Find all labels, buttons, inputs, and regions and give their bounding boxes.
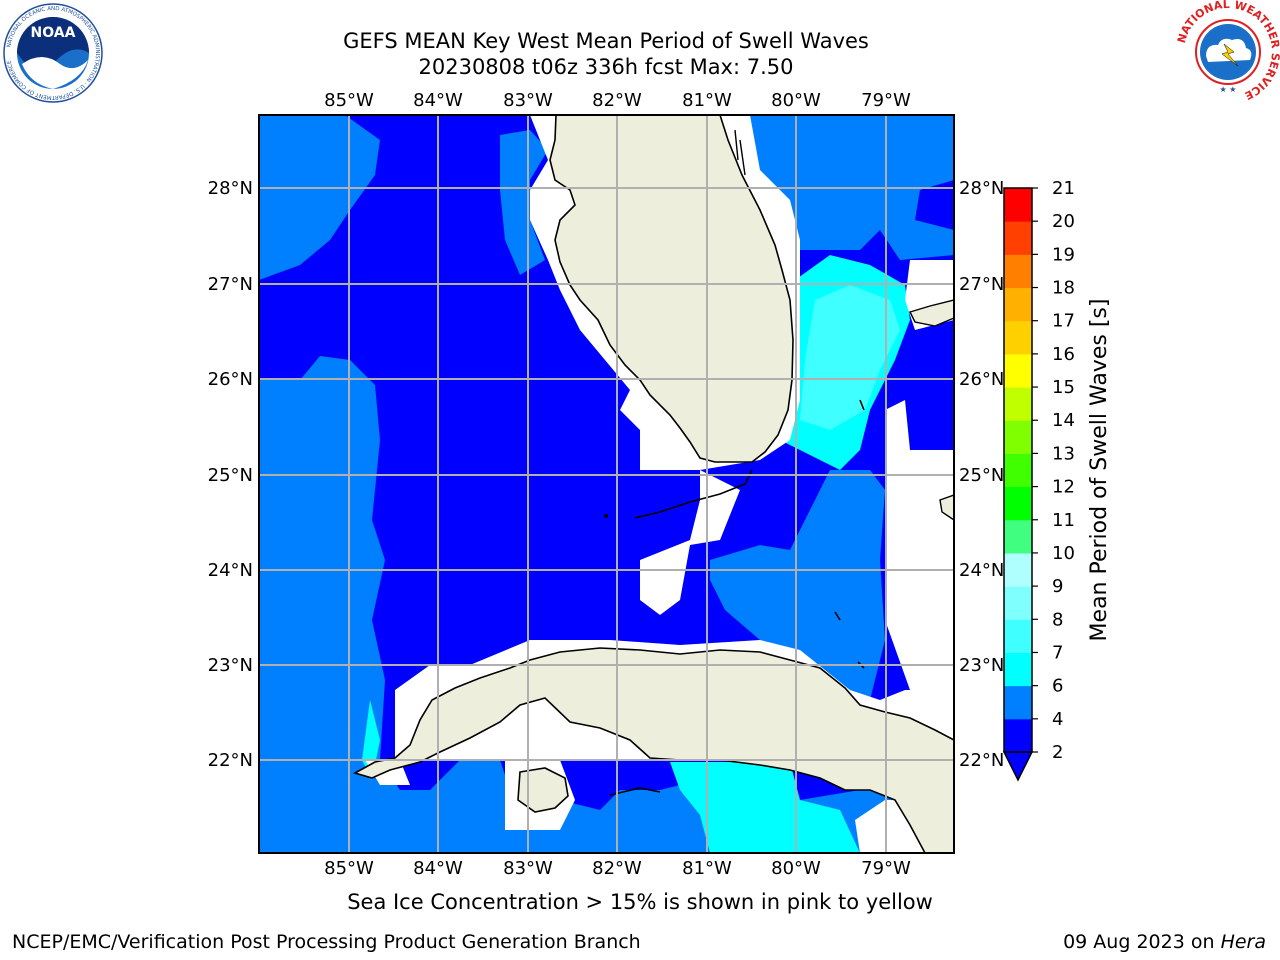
colorbar-segment (1004, 287, 1032, 322)
colorbar-segment (1004, 586, 1032, 620)
svg-text:★ ★: ★ ★ (1220, 85, 1237, 94)
lon-label: 85°W (324, 858, 374, 879)
colorbar-segment (1004, 387, 1032, 421)
colorbar-tick-label: 19 (1052, 244, 1075, 265)
colorbar-tick-label: 11 (1052, 510, 1075, 531)
colorbar-tick-label: 20 (1052, 211, 1075, 232)
run-date: 09 Aug 2023 on Hera (1063, 931, 1266, 953)
colorbar-tick-label: 13 (1052, 443, 1075, 464)
lat-label: 28°N (959, 178, 1004, 199)
colorbar-segment (1004, 420, 1032, 454)
lat-label: 22°N (208, 750, 253, 771)
map-subtitle: 20230808 t06z 336h fcst Max: 7.50 (418, 55, 794, 79)
map-frame (258, 114, 955, 854)
run-date-text: 09 Aug 2023 on (1063, 931, 1215, 953)
lat-label: 27°N (959, 274, 1004, 295)
map-plot-area (259, 115, 954, 853)
lon-label: 81°W (682, 858, 732, 879)
cuba-land (352, 647, 954, 853)
swell-field-7-8s (800, 285, 900, 430)
lon-label: 84°W (413, 858, 463, 879)
colorbar-tick-label: 4 (1052, 709, 1063, 730)
lat-label: 26°N (959, 369, 1004, 390)
sea-ice-note: Sea Ice Concentration > 15% is shown in … (347, 890, 933, 914)
lon-label: 85°W (324, 90, 374, 111)
lon-label: 82°W (592, 858, 642, 879)
colorbar-tick-label: 10 (1052, 543, 1075, 564)
lon-label: 79°W (861, 858, 911, 879)
colorbar-tick-label: 9 (1052, 576, 1063, 597)
colorbar-outline (1003, 187, 1033, 753)
lat-labels-left: 28°N 27°N 26°N 25°N 24°N 23°N 22°N (208, 178, 253, 771)
lat-label: 25°N (959, 465, 1004, 486)
noaa-logo-text: NOAA (31, 25, 76, 41)
noaa-logo: NATIONAL OCEANIC AND ATMOSPHERIC ADMINIS… (3, 3, 103, 103)
lat-label: 28°N (208, 178, 253, 199)
colorbar-extend (1002, 751, 1034, 782)
isla-juventud-land (517, 767, 569, 813)
lon-label: 81°W (682, 90, 732, 111)
host-name: Hera (1220, 931, 1266, 953)
lat-labels-right: 28°N 27°N 26°N 25°N 24°N 23°N 22°N (959, 178, 1004, 771)
lon-label: 83°W (503, 90, 553, 111)
colorbar-segment (1004, 254, 1032, 289)
lat-label: 24°N (208, 560, 253, 581)
lat-label: 26°N (208, 369, 253, 390)
colorbar-tick-label: 12 (1052, 477, 1075, 498)
lon-label: 80°W (771, 90, 821, 111)
colorbar-label: Mean Period of Swell Waves [s] (1087, 299, 1112, 642)
colorbar-segment (1004, 552, 1032, 587)
colorbar-tick-label: 6 (1052, 676, 1063, 697)
colorbar-segment (1004, 221, 1032, 255)
colorbar-tick-label: 2 (1052, 742, 1063, 763)
colorbar-tick-label: 7 (1052, 642, 1063, 663)
swell-field-4-6s-ne-gulf (500, 130, 548, 275)
colorbar-segment (1004, 486, 1032, 521)
colorbar: 2 4 6 7 8 9 10 11 12 13 14 15 16 17 18 19 20 21 (1002, 178, 1075, 782)
colorbar-tick-label: 17 (1052, 311, 1075, 332)
colorbar-tick-label: 8 (1052, 609, 1063, 630)
lon-labels-bottom: 85°W 84°W 83°W 82°W 81°W 80°W 79°W (324, 858, 911, 879)
florida-keys (634, 469, 753, 519)
colorbar-tick-label: 15 (1052, 377, 1075, 398)
swell-field-4-6s-keys (710, 470, 885, 700)
florida-land (549, 115, 794, 463)
lon-label: 79°W (861, 90, 911, 111)
lat-label: 24°N (959, 560, 1004, 581)
colorbar-segment (1004, 320, 1032, 355)
lon-labels-top: 85°W 84°W 83°W 82°W 81°W 80°W 79°W (324, 90, 911, 111)
graticule (259, 115, 954, 853)
colorbar-tick-label: 16 (1052, 344, 1075, 365)
lon-label: 84°W (413, 90, 463, 111)
lon-label: 83°W (503, 858, 553, 879)
colorbar-tick-label: 21 (1052, 178, 1075, 199)
lat-label: 25°N (208, 465, 253, 486)
lat-label: 27°N (208, 274, 253, 295)
no-data-bahamas (855, 400, 954, 853)
lon-label: 82°W (592, 90, 642, 111)
lat-label: 22°N (959, 750, 1004, 771)
colorbar-segment (1004, 718, 1032, 753)
colorbar-segment (1004, 453, 1032, 488)
lat-label: 23°N (959, 655, 1004, 676)
swell-field-6-7s-south (670, 762, 860, 853)
colorbar-segment (1004, 519, 1032, 554)
colorbar-segment (1004, 685, 1032, 720)
map-title: GEFS MEAN Key West Mean Period of Swell … (343, 29, 869, 53)
andros-land (939, 494, 954, 521)
bahamas-land (909, 299, 954, 327)
colorbar-tick-label: 18 (1052, 278, 1075, 299)
colorbar-segment (1004, 188, 1032, 222)
credit-line: NCEP/EMC/Verification Post Processing Pr… (12, 931, 641, 953)
colorbar-segment (1004, 619, 1032, 653)
colorbar-tick-label: 14 (1052, 410, 1075, 431)
colorbar-segment (1004, 652, 1032, 687)
lon-label: 80°W (771, 858, 821, 879)
nws-logo: NATIONAL WEATHER SERVICE ★ ★ (1176, 0, 1280, 102)
lat-label: 23°N (208, 655, 253, 676)
colorbar-segment (1004, 353, 1032, 388)
